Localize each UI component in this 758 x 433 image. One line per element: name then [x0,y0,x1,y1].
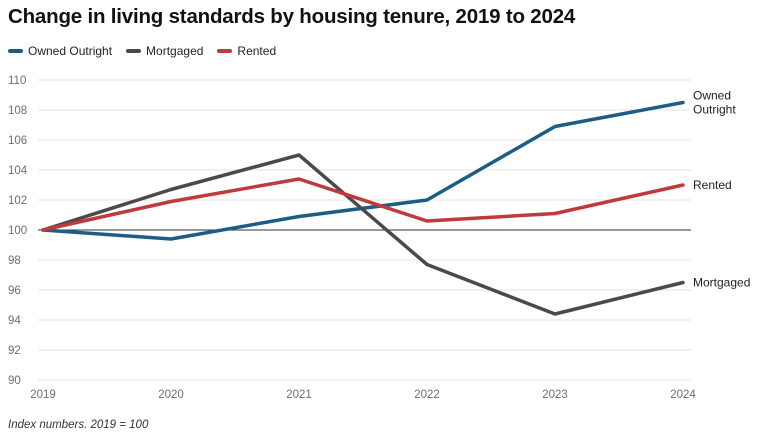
legend-label-mortgaged: Mortgaged [146,44,204,58]
y-tick-label-96: 96 [8,285,21,297]
y-tick-label-108: 108 [8,105,27,117]
y-tick-label-100: 100 [8,225,27,237]
series-line-rented [41,177,685,232]
series-line-mortgaged [41,153,685,316]
x-tick-label-2023: 2023 [542,389,568,401]
legend-item-rented: Rented [217,44,276,58]
x-tick-label-2022: 2022 [414,389,440,401]
end-label-rented: Rented [693,178,732,192]
y-tick-label-94: 94 [8,315,21,327]
y-tick-label-102: 102 [8,195,27,207]
end-label-owned-outright-0: Owned [693,89,731,103]
x-tick-label-2019: 2019 [30,389,56,401]
series-line-owned-outright [41,100,685,241]
x-tick-label-2021: 2021 [286,389,312,401]
legend: Owned Outright Mortgaged Rented [8,44,290,58]
legend-item-owned-outright: Owned Outright [8,44,112,58]
end-label-owned-outright-1: Outright [693,103,736,117]
legend-swatch-mortgaged [126,49,142,53]
y-tick-label-98: 98 [8,255,21,267]
legend-item-mortgaged: Mortgaged [126,44,203,58]
chart-title: Change in living standards by housing te… [8,5,576,28]
legend-label-owned-outright: Owned Outright [28,44,113,58]
x-tick-label-2024: 2024 [670,389,696,401]
legend-swatch-owned-outright [8,49,23,53]
y-tick-label-110: 110 [8,75,26,87]
legend-swatch-rented [217,49,233,53]
footnote: Index numbers. 2019 = 100 [8,419,149,431]
y-tick-label-92: 92 [8,345,21,357]
end-label-mortgaged: Mortgaged [693,276,750,290]
x-tick-label-2020: 2020 [158,389,184,401]
y-tick-label-90: 90 [8,375,21,387]
y-tick-label-106: 106 [8,135,27,147]
y-tick-label-104: 104 [8,165,28,177]
legend-label-rented: Rented [237,44,277,58]
